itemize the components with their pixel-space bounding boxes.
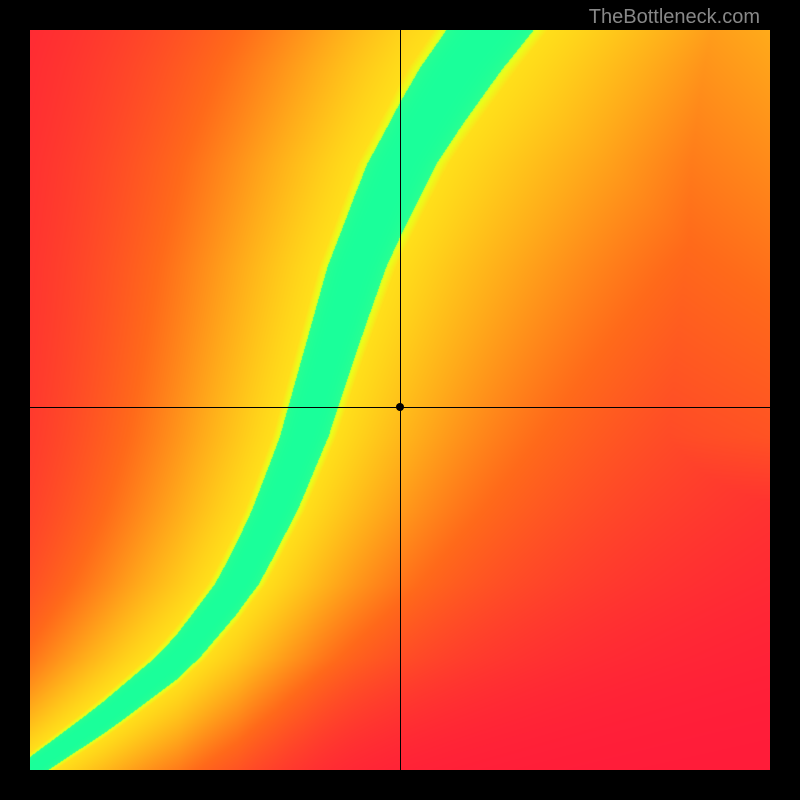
crosshair-vertical — [400, 30, 401, 770]
heatmap-chart — [30, 30, 770, 770]
crosshair-marker-dot — [396, 403, 404, 411]
watermark-text: TheBottleneck.com — [589, 6, 760, 29]
